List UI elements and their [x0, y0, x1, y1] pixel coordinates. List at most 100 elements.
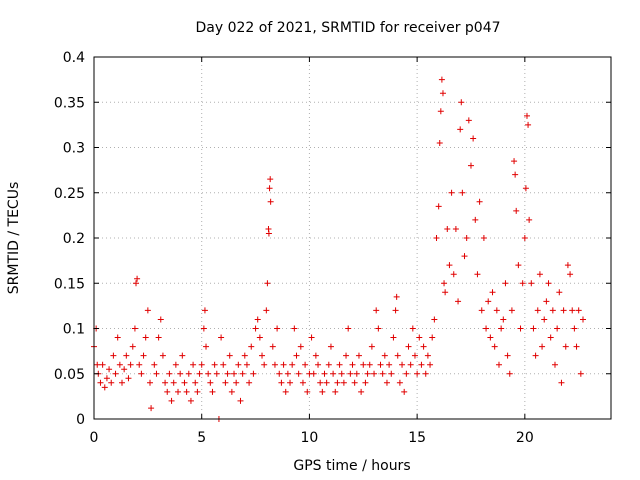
data-point [226, 352, 233, 359]
data-point [431, 316, 438, 323]
data-point [278, 379, 285, 386]
data-point [353, 370, 360, 377]
x-axis-label: GPS time / hours [293, 458, 410, 474]
data-point [396, 379, 403, 386]
data-point [276, 370, 283, 377]
data-point [144, 307, 151, 314]
data-point [177, 370, 184, 377]
data-point [241, 352, 248, 359]
data-point [308, 334, 315, 341]
data-point [564, 262, 571, 269]
data-point [267, 176, 274, 183]
data-point [366, 361, 373, 368]
y-tick-label: 0.35 [54, 95, 85, 111]
data-point [200, 325, 207, 332]
data-point [147, 379, 154, 386]
data-point [470, 135, 477, 142]
data-point [407, 361, 414, 368]
x-tick-label: 10 [301, 430, 319, 446]
data-point [159, 352, 166, 359]
data-point [155, 334, 162, 341]
data-point [196, 370, 203, 377]
chart-title: Day 022 of 2021, SRMTID for receiver p04… [195, 20, 500, 36]
data-point [487, 334, 494, 341]
data-point [157, 316, 164, 323]
data-point [265, 230, 272, 237]
data-point [392, 307, 399, 314]
data-point [506, 370, 513, 377]
data-point [424, 352, 431, 359]
data-point [515, 262, 522, 269]
y-tick-label: 0.3 [63, 141, 85, 157]
data-point [504, 352, 511, 359]
data-point [114, 334, 121, 341]
data-point [362, 379, 369, 386]
data-point [295, 370, 302, 377]
x-tick-label: 0 [90, 430, 99, 446]
data-point [168, 397, 175, 404]
data-point [256, 334, 263, 341]
data-point [172, 361, 179, 368]
data-point [282, 388, 289, 395]
data-point [383, 379, 390, 386]
data-point [250, 370, 257, 377]
data-point [332, 388, 339, 395]
x-tick-label: 20 [516, 430, 534, 446]
data-point [522, 185, 529, 192]
data-point [455, 298, 462, 305]
data-point [416, 334, 423, 341]
data-point [289, 361, 296, 368]
data-point [345, 325, 352, 332]
y-tick-label: 0.1 [63, 322, 85, 338]
data-point [106, 366, 113, 373]
data-point [280, 361, 287, 368]
data-point [532, 352, 539, 359]
data-point [513, 207, 520, 214]
data-point [476, 198, 483, 205]
data-point [192, 379, 199, 386]
data-point [459, 189, 466, 196]
data-point [338, 370, 345, 377]
data-point [246, 379, 253, 386]
data-point [148, 405, 155, 412]
data-point [99, 361, 106, 368]
data-point [436, 139, 443, 146]
data-point [310, 370, 317, 377]
data-point [573, 343, 580, 350]
data-point [243, 361, 250, 368]
data-point [448, 189, 455, 196]
data-point [261, 361, 268, 368]
data-point [237, 397, 244, 404]
data-point [207, 379, 214, 386]
data-point [439, 90, 446, 97]
data-point [435, 203, 442, 210]
data-point [465, 117, 472, 124]
y-tick-label: 0.4 [63, 50, 85, 66]
data-point [315, 361, 322, 368]
data-point [291, 325, 298, 332]
data-point [119, 379, 126, 386]
data-point [224, 370, 231, 377]
data-point [304, 388, 311, 395]
data-point [185, 370, 192, 377]
data-point [450, 271, 457, 278]
data-point [502, 280, 509, 287]
data-point [377, 361, 384, 368]
data-point [551, 361, 558, 368]
data-point [349, 361, 356, 368]
data-point [103, 375, 110, 382]
data-point [162, 379, 169, 386]
data-point [575, 307, 582, 314]
data-point [293, 352, 300, 359]
data-point [336, 361, 343, 368]
data-point [205, 370, 212, 377]
data-point [264, 280, 271, 287]
data-point [528, 280, 535, 287]
data-point [259, 352, 266, 359]
data-point [472, 216, 479, 223]
data-point [319, 388, 326, 395]
data-point [129, 343, 136, 350]
data-point [284, 370, 291, 377]
data-point [530, 325, 537, 332]
data-point [422, 370, 429, 377]
